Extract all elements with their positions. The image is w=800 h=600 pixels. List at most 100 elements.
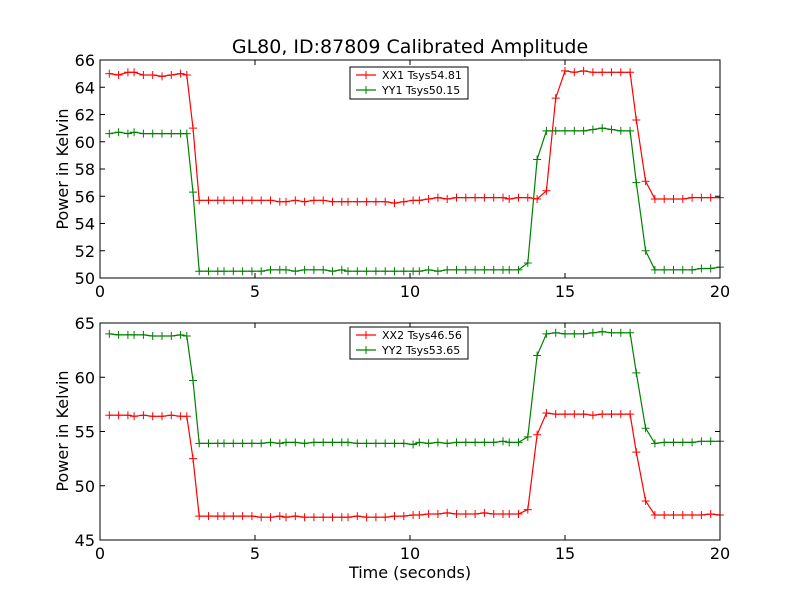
- data-point-marker: [533, 194, 542, 203]
- data-point-marker: [390, 439, 399, 448]
- data-point-marker: [337, 265, 346, 274]
- data-point-marker: [650, 439, 659, 448]
- data-point-marker: [598, 68, 607, 77]
- data-point-marker: [105, 129, 114, 138]
- x-tick-label: 0: [95, 282, 105, 301]
- data-point-marker: [257, 196, 266, 205]
- x-tick-label: 0: [95, 544, 105, 563]
- data-point-marker: [344, 197, 352, 206]
- data-point-marker: [678, 194, 687, 203]
- data-point-marker: [678, 511, 687, 520]
- data-point-marker: [229, 196, 238, 205]
- data-point-marker: [660, 438, 669, 447]
- data-point-marker: [266, 265, 275, 274]
- y-tick-label: 58: [75, 160, 95, 179]
- data-point-marker: [514, 265, 523, 274]
- y-tick-label: 64: [75, 78, 95, 97]
- y-tick-label: 50: [75, 269, 95, 288]
- data-point-marker: [247, 439, 256, 448]
- data-point-marker: [471, 438, 480, 447]
- data-point-marker: [505, 265, 514, 274]
- data-point-marker: [399, 197, 408, 206]
- data-point-marker: [433, 193, 442, 202]
- data-point-marker: [390, 267, 399, 276]
- y-axis-label: Power in Kelvin: [53, 108, 72, 229]
- x-tick-label: 5: [250, 544, 260, 563]
- data-point-marker: [505, 194, 514, 203]
- data-point-marker: [204, 512, 213, 521]
- data-point-marker: [176, 69, 185, 78]
- data-point-marker: [139, 70, 148, 79]
- data-point-marker: [381, 267, 390, 276]
- x-tick-label: 10: [400, 544, 420, 563]
- data-point-marker: [114, 411, 123, 420]
- data-point-marker: [616, 410, 625, 419]
- data-point-marker: [328, 197, 337, 206]
- data-point-marker: [514, 193, 523, 202]
- data-point-marker: [626, 328, 635, 337]
- data-point-marker: [588, 125, 597, 134]
- data-point-marker: [570, 329, 579, 338]
- data-point-marker: [182, 70, 191, 79]
- data-point-marker: [130, 68, 139, 77]
- legend-label: XX1 Tsys54.81: [382, 69, 462, 82]
- data-point-marker: [167, 411, 176, 420]
- y-tick-label: 65: [75, 314, 95, 333]
- data-point-marker: [443, 265, 452, 274]
- data-point-marker: [632, 368, 641, 377]
- data-point-marker: [371, 439, 380, 448]
- data-point-marker: [167, 129, 176, 138]
- data-point-marker: [551, 126, 560, 135]
- data-point-marker: [452, 265, 461, 274]
- data-point-marker: [257, 267, 266, 276]
- data-point-marker: [650, 511, 659, 520]
- data-point-marker: [362, 439, 371, 448]
- data-point-marker: [489, 509, 498, 518]
- data-point-marker: [204, 439, 213, 448]
- data-point-marker: [678, 438, 687, 447]
- data-point-marker: [626, 410, 635, 419]
- data-point-marker: [371, 513, 380, 522]
- data-point-marker: [266, 196, 275, 205]
- data-point-marker: [669, 265, 678, 274]
- data-point-marker: [409, 440, 418, 449]
- data-point-marker: [533, 155, 542, 164]
- data-point-marker: [461, 265, 470, 274]
- data-point-marker: [195, 267, 204, 276]
- y-tick-label: 45: [75, 531, 95, 550]
- data-point-marker: [353, 197, 362, 206]
- data-point-marker: [505, 509, 514, 518]
- data-point-marker: [229, 267, 238, 276]
- data-point-marker: [114, 330, 123, 339]
- data-point-marker: [706, 193, 715, 202]
- data-point-marker: [328, 438, 337, 447]
- data-point-marker: [632, 115, 641, 124]
- data-point-marker: [148, 129, 157, 138]
- data-point-marker: [176, 330, 185, 339]
- x-tick-label: 20: [710, 544, 730, 563]
- data-point-marker: [561, 410, 569, 419]
- data-point-marker: [229, 512, 238, 521]
- data-point-marker: [139, 129, 148, 138]
- data-point-marker: [381, 439, 390, 448]
- data-point-marker: [300, 265, 309, 274]
- data-point-marker: [443, 194, 452, 203]
- data-point-marker: [650, 194, 659, 203]
- y-axis-label: Power in Kelvin: [53, 370, 72, 491]
- data-point-marker: [291, 512, 300, 521]
- data-point-marker: [148, 332, 157, 341]
- data-point-marker: [579, 410, 588, 419]
- data-point-marker: [533, 351, 542, 360]
- data-point-marker: [650, 265, 659, 274]
- data-point-marker: [328, 267, 337, 276]
- data-point-marker: [669, 438, 678, 447]
- data-point-marker: [523, 505, 532, 514]
- data-point-marker: [626, 68, 635, 77]
- data-point-marker: [641, 177, 650, 186]
- bottom-subplot: Power in Kelvin Time (seconds) 0 5 10 15 20 4…: [53, 314, 730, 582]
- data-point-marker: [158, 129, 166, 138]
- data-point-marker: [220, 196, 228, 205]
- data-point-marker: [266, 513, 275, 522]
- data-point-marker: [551, 410, 560, 419]
- data-point-marker: [390, 512, 399, 521]
